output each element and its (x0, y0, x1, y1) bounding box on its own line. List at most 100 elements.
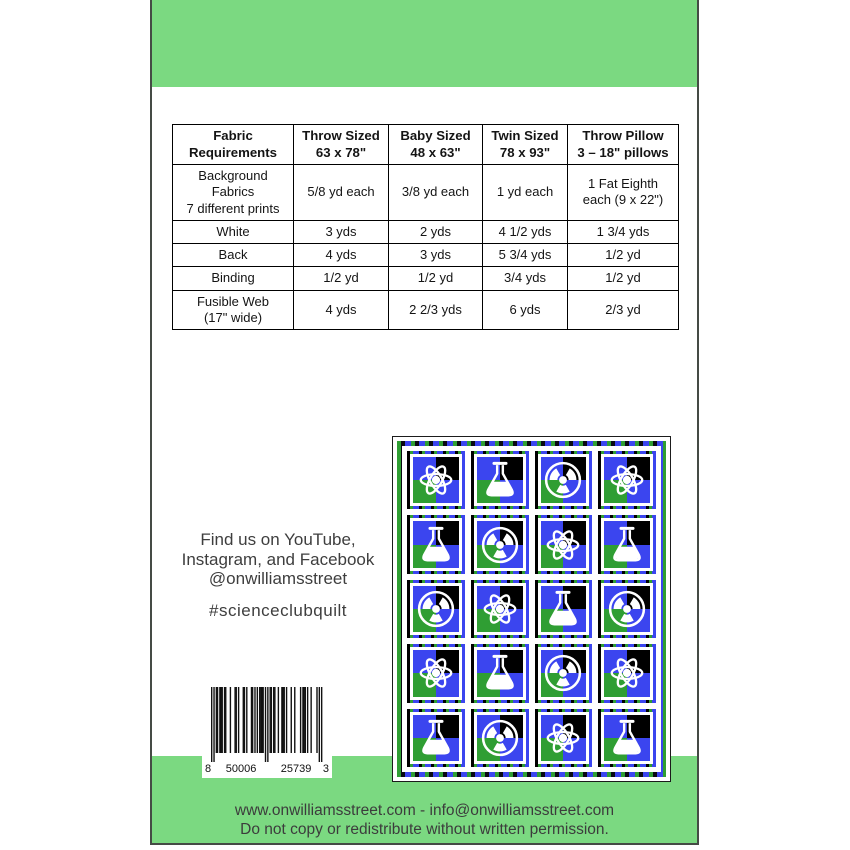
table-cell: 3/4 yds (482, 266, 568, 291)
quilt-block-frame (601, 711, 653, 764)
flask-icon (485, 462, 514, 497)
quilt-block-frame (601, 647, 653, 700)
table-cell: 1/2 yd (567, 242, 679, 268)
svg-text:8: 8 (205, 763, 211, 775)
quilt-block-flask (470, 644, 529, 703)
quilt-block-atom (407, 644, 465, 703)
quilt-block-atom (598, 451, 656, 510)
social-handle: @onwilliamsstreet (208, 569, 348, 588)
quilt-inner-background (402, 446, 661, 772)
fabric-requirements-table: Fabric Requirements Throw Sized 63 x 78" B… (172, 124, 679, 330)
social-line-1: Find us on YouTube, (200, 530, 356, 549)
quilt-block-atom (470, 579, 529, 639)
radiation-icon (545, 655, 582, 692)
quilt-block-frame (410, 454, 462, 507)
table-cell: 4 1/2 yds (482, 219, 568, 245)
table-cell: 1/2 yd (567, 266, 679, 291)
table-cell: Fusible Web (17" wide) (172, 289, 294, 330)
quilt-block-frame (601, 518, 653, 571)
table-cell: 1 yd each (482, 164, 568, 221)
quilt-block-frame (601, 454, 653, 507)
quilt-block-quadrants (540, 521, 587, 568)
quilt-block-frame (410, 582, 462, 636)
quilt-block-quadrants (540, 650, 587, 697)
quilt-block-frame (537, 518, 590, 571)
svg-text:25739: 25739 (281, 763, 312, 775)
quilt-block-atom (534, 708, 593, 767)
table-cell: Background Fabrics 7 different prints (172, 164, 294, 221)
quilt-block-quadrants (413, 521, 459, 568)
table-row: White 3 yds 2 yds 4 1/2 yds 1 3/4 yds (172, 219, 679, 245)
table-cell: 5/8 yd each (293, 164, 389, 221)
quilt-block-atom (598, 644, 656, 703)
quilt-block-quadrants (604, 714, 650, 761)
atom-icon (419, 465, 453, 495)
quilt-block-quadrants (604, 650, 650, 697)
quilt-block-frame (601, 582, 653, 636)
table-header-cell: Fabric Requirements (172, 124, 294, 165)
hashtag-text: #scienceclubquilt (209, 601, 347, 620)
svg-text:3: 3 (323, 763, 329, 775)
table-header-cell: Throw Pillow 3 – 18" pillows (567, 124, 679, 165)
table-header-cell: Twin Sized 78 x 93" (482, 124, 568, 165)
social-text-block: Find us on YouTube, Instagram, and Faceb… (162, 530, 394, 589)
atom-icon (483, 594, 517, 624)
quilt-block-frame (537, 582, 590, 636)
quilt-image (392, 436, 671, 782)
quilt-block-radiation (407, 579, 465, 639)
quilt-block-quadrants (413, 585, 459, 633)
quilt-block-flask (598, 515, 656, 574)
flask-icon (613, 526, 641, 562)
quilt-block-atom (407, 451, 465, 510)
quilt-block-quadrants (413, 650, 459, 697)
quilt-block-radiation (470, 515, 529, 574)
table-row: Background Fabrics 7 different prints 5/8… (172, 164, 679, 221)
table-cell: 5 3/4 yds (482, 242, 568, 268)
atom-icon (610, 658, 644, 689)
social-line-2: Instagram, and Facebook (181, 549, 375, 569)
flask-icon (613, 719, 641, 755)
quilt-block-quadrants (476, 650, 523, 697)
quilt-block-quadrants (413, 714, 459, 761)
quilt-block-frame (410, 647, 462, 700)
quilt-block-frame (473, 711, 526, 764)
quilt-block-atom (534, 515, 593, 574)
quilt-block-quadrants (604, 521, 650, 568)
quilt-block-frame (473, 647, 526, 700)
table-cell: 4 yds (293, 242, 389, 268)
atom-icon (546, 529, 580, 560)
quilt-block-frame (410, 518, 462, 571)
quilt-block-frame (410, 711, 462, 764)
table-cell: 3 yds (388, 242, 483, 268)
quilt-block-frame (473, 454, 526, 507)
quilt-block-quadrants (476, 585, 523, 633)
svg-text:50006: 50006 (226, 763, 257, 775)
quilt-block-quadrants (604, 585, 650, 633)
table-cell: 6 yds (482, 289, 568, 330)
quilt-block-frame (537, 454, 590, 507)
quilt-block-frame (473, 518, 526, 571)
pattern-back-card: www.onwilliamsstreet.com - info@onwillia… (150, 0, 699, 845)
quilt-block-radiation (470, 708, 529, 767)
table-cell: White (172, 219, 294, 245)
quilt-block-quadrants (476, 521, 523, 568)
quilt-block-quadrants (540, 457, 587, 504)
table-cell: 2 yds (388, 219, 483, 245)
table-cell: 1/2 yd (388, 266, 483, 291)
quilt-block-flask (534, 579, 593, 639)
table-cell: Binding (172, 266, 294, 291)
quilt-block-flask (407, 708, 465, 767)
quilt-block-frame (473, 582, 526, 636)
table-cell: 1 Fat Eighth each (9 x 22") (567, 164, 679, 221)
flask-icon (549, 590, 578, 626)
table-cell: 4 yds (293, 289, 389, 330)
atom-icon (610, 465, 644, 495)
footer-text: www.onwilliamsstreet.com - info@onwillia… (152, 802, 697, 839)
quilt-block-radiation (598, 579, 656, 639)
table-row: Fusible Web (17" wide) 4 yds 2 2/3 yds 6 yd… (172, 289, 679, 330)
quilt-block-quadrants (413, 457, 459, 504)
quilt-block-quadrants (540, 585, 587, 633)
quilt-block-quadrants (476, 457, 523, 504)
quilt-block-quadrants (540, 714, 587, 761)
